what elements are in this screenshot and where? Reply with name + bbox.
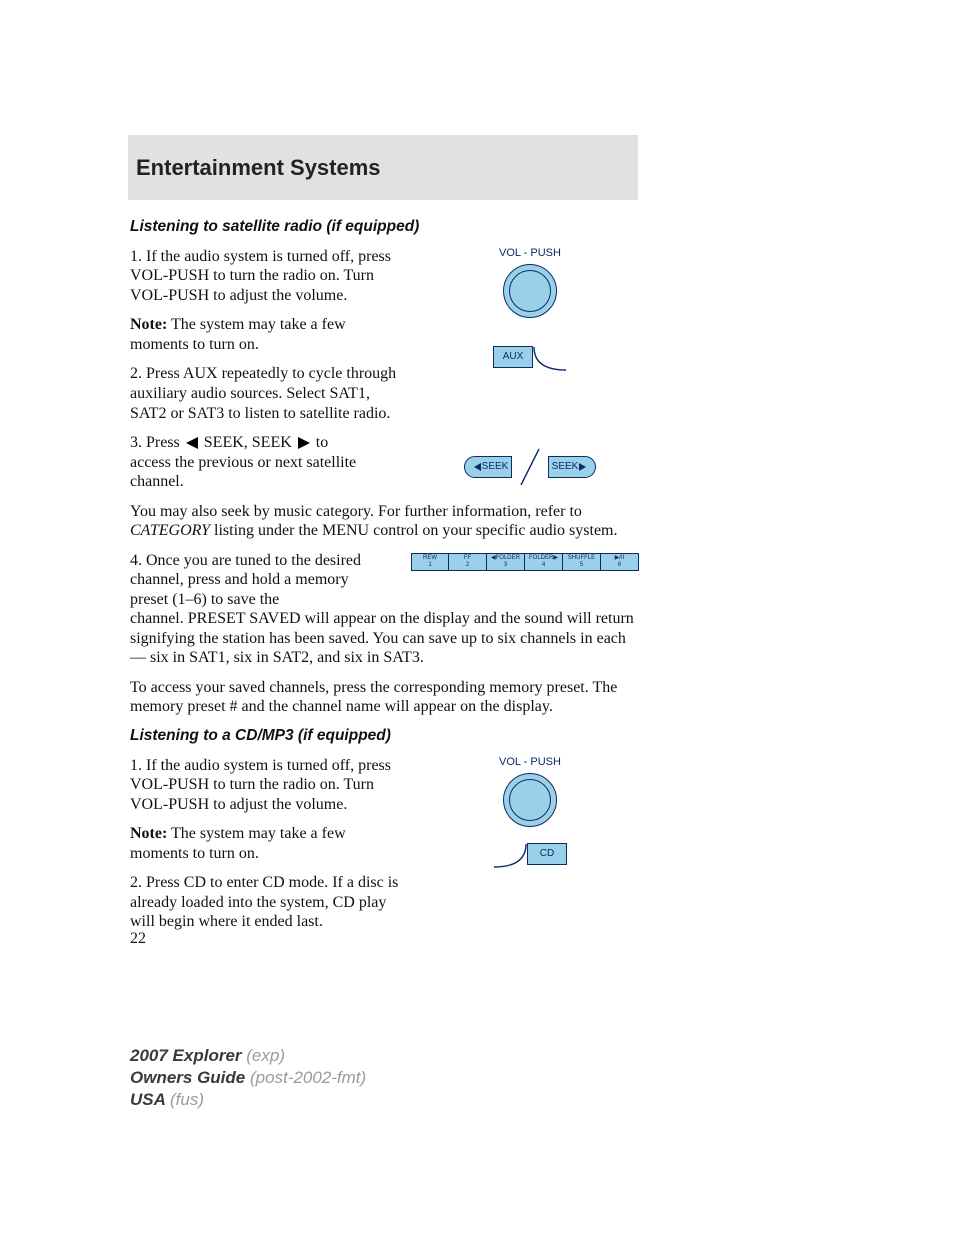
p4-em: CATEGORY bbox=[130, 522, 210, 539]
seek-next-icon bbox=[298, 437, 310, 449]
subheading-satellite: Listening to satellite radio (if equippe… bbox=[130, 218, 642, 237]
sat-note: Note: The system may take a few moments … bbox=[130, 315, 400, 354]
seek-prev-icon bbox=[186, 437, 198, 449]
preset-bot: 5 bbox=[580, 562, 583, 568]
col-text: 4. Once you are tuned to the desired cha… bbox=[130, 551, 390, 610]
section-header: Entertainment Systems bbox=[128, 135, 638, 200]
aux-curve-icon bbox=[533, 346, 567, 374]
fig-vol-knob: VOL - PUSH bbox=[499, 247, 561, 318]
volume-knob-icon bbox=[503, 264, 557, 318]
fig-aux-button: AUX bbox=[493, 346, 567, 374]
col-fig: REW1FF2◀FOLDER3FOLDER▶4SHUFFLE5▶/II6 bbox=[408, 551, 642, 571]
seek-left-button-icon: SEEK bbox=[464, 456, 512, 478]
preset-bot: 4 bbox=[542, 562, 545, 568]
row-cd-1: 1. If the audio system is turned off, pr… bbox=[130, 756, 642, 942]
fig-cd-button: CD bbox=[493, 843, 567, 871]
cd-curve-icon bbox=[493, 843, 527, 871]
preset-cell: FOLDER▶4 bbox=[525, 553, 563, 571]
preset-cell: REW1 bbox=[411, 553, 449, 571]
preset-bot: 2 bbox=[466, 562, 469, 568]
note-label: Note: bbox=[130, 316, 167, 333]
sat-category-note: You may also seek by music category. For… bbox=[130, 502, 642, 541]
p4a: You may also seek by music category. For… bbox=[130, 503, 582, 520]
row-sat-presets: 4. Once you are tuned to the desired cha… bbox=[130, 551, 642, 610]
cd-step-1: 1. If the audio system is turned off, pr… bbox=[130, 756, 400, 815]
volume-knob-inner bbox=[509, 270, 551, 312]
sat-step-1: 1. If the audio system is turned off, pr… bbox=[130, 247, 400, 306]
page: Entertainment Systems Listening to satel… bbox=[0, 0, 954, 1235]
footer-line-2: Owners Guide (post-2002-fmt) bbox=[130, 1067, 366, 1089]
fig-seek-buttons: SEEK SEEK bbox=[464, 445, 596, 489]
preset-cell: SHUFFLE5 bbox=[563, 553, 601, 571]
seek-left-label: SEEK bbox=[482, 461, 509, 473]
seek-right-button-icon: SEEK bbox=[548, 456, 596, 478]
p3c: to bbox=[312, 434, 328, 451]
row-sat-1: 1. If the audio system is turned off, pr… bbox=[130, 247, 642, 433]
col-fig: SEEK SEEK bbox=[418, 445, 642, 489]
vol-push-label-2: VOL - PUSH bbox=[499, 756, 561, 769]
sat-step-2: 2. Press AUX repeatedly to cycle through… bbox=[130, 364, 400, 423]
col-text: 1. If the audio system is turned off, pr… bbox=[130, 247, 400, 433]
fig-vol-knob-2: VOL - PUSH bbox=[499, 756, 561, 827]
cd-note: Note: The system may take a few moments … bbox=[130, 824, 400, 863]
page-number: 22 bbox=[130, 930, 146, 948]
col-text: 1. If the audio system is turned off, pr… bbox=[130, 756, 400, 942]
section-title: Entertainment Systems bbox=[136, 155, 381, 181]
footer: 2007 Explorer (exp) Owners Guide (post-2… bbox=[130, 1045, 366, 1111]
p3d: access the previous or next satellite ch… bbox=[130, 454, 356, 491]
triangle-right-icon bbox=[579, 463, 586, 471]
volume-knob-icon bbox=[503, 773, 557, 827]
preset-cell: ▶/II6 bbox=[601, 553, 639, 571]
preset-bot: 3 bbox=[504, 562, 507, 568]
preset-cell: FF2 bbox=[449, 553, 487, 571]
p3b: SEEK, SEEK bbox=[200, 434, 296, 451]
p4b: listing under the MENU control on your s… bbox=[210, 522, 617, 539]
fig-preset-strip: REW1FF2◀FOLDER3FOLDER▶4SHUFFLE5▶/II6 bbox=[411, 553, 639, 571]
sat-step-4a: 4. Once you are tuned to the desired cha… bbox=[130, 551, 390, 610]
footer-line-1: 2007 Explorer (exp) bbox=[130, 1045, 366, 1067]
sat-step-3: 3. Press SEEK, SEEK to access the previo… bbox=[130, 433, 400, 492]
aux-button-icon: AUX bbox=[493, 346, 533, 368]
volume-knob-inner bbox=[509, 779, 551, 821]
cd-button-icon: CD bbox=[527, 843, 567, 865]
col-fig: VOL - PUSH AUX bbox=[418, 247, 642, 374]
cd-step-2: 2. Press CD to enter CD mode. If a disc … bbox=[130, 873, 400, 932]
seek-slash-icon bbox=[515, 445, 545, 489]
col-text: 3. Press SEEK, SEEK to access the previo… bbox=[130, 433, 400, 502]
triangle-left-icon bbox=[474, 463, 481, 471]
page-body: Listening to satellite radio (if equippe… bbox=[130, 218, 642, 942]
preset-bot: 1 bbox=[428, 562, 431, 568]
p3a: 3. Press bbox=[130, 434, 184, 451]
col-fig: VOL - PUSH CD bbox=[418, 756, 642, 871]
row-sat-seek: 3. Press SEEK, SEEK to access the previo… bbox=[130, 433, 642, 502]
note-label: Note: bbox=[130, 825, 167, 842]
footer-line-3: USA (fus) bbox=[130, 1089, 366, 1111]
sat-step-4b: channel. PRESET SAVED will appear on the… bbox=[130, 609, 642, 668]
seek-right-label: SEEK bbox=[552, 461, 579, 473]
vol-push-label: VOL - PUSH bbox=[499, 247, 561, 260]
subheading-cd: Listening to a CD/MP3 (if equipped) bbox=[130, 727, 642, 746]
sat-access-saved: To access your saved channels, press the… bbox=[130, 678, 642, 717]
preset-bot: 6 bbox=[618, 562, 621, 568]
preset-cell: ◀FOLDER3 bbox=[487, 553, 525, 571]
